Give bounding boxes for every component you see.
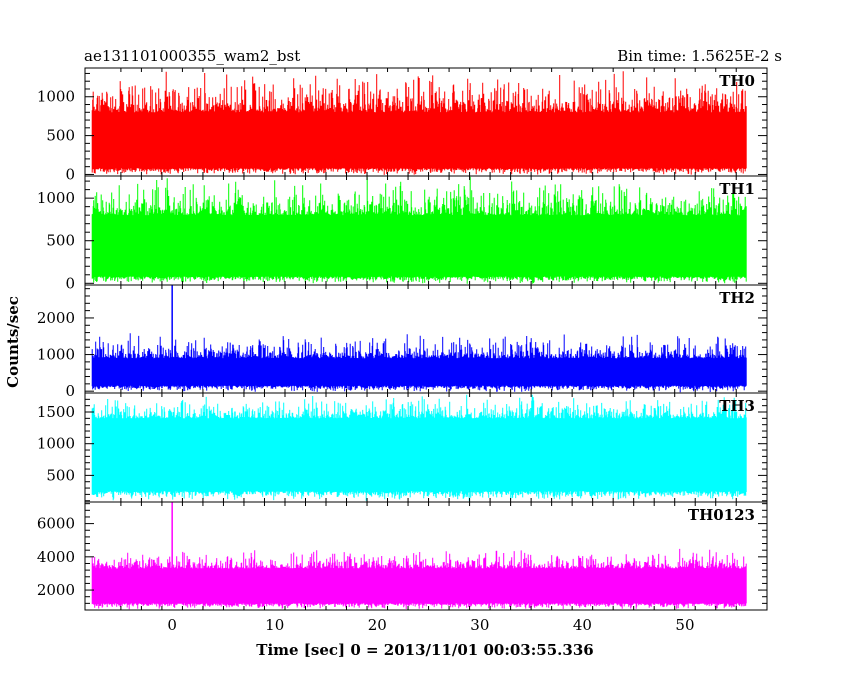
panels-group: TH005001000TH105001000TH2010002000TH3500… [37, 67, 768, 634]
y-tick-label: 500 [46, 127, 75, 145]
y-tick-label: 4000 [37, 548, 75, 566]
y-axis-label: Counts/sec [4, 296, 22, 388]
y-tick-label: 0 [65, 274, 75, 292]
panel-label-th3: TH3 [719, 397, 755, 415]
series-th3 [91, 394, 747, 501]
x-tick-label: 10 [265, 616, 284, 634]
panel-label-th0: TH0 [719, 72, 755, 90]
x-tick-label: 30 [470, 616, 489, 634]
bin-time-label: Bin time: 1.5625E-2 s [617, 47, 782, 65]
x-tick-label: 20 [368, 616, 387, 634]
panel-label-th0123: TH0123 [688, 506, 755, 524]
panel-label-th1: TH1 [719, 180, 755, 198]
x-tick-label: 40 [573, 616, 592, 634]
y-tick-label: 2000 [37, 581, 75, 599]
panel-label-th2: TH2 [719, 289, 755, 307]
x-tick-label: 0 [167, 616, 177, 634]
y-tick-label: 1000 [37, 189, 75, 207]
y-tick-label: 0 [65, 382, 75, 400]
y-tick-label: 500 [46, 232, 75, 250]
y-tick-label: 1000 [37, 346, 75, 364]
series-th0 [91, 71, 747, 175]
x-axis-label: Time [sec] 0 = 2013/11/01 00:03:55.336 [256, 641, 593, 659]
panel-th2: TH2 0 1000 2000 [37, 284, 768, 400]
y-tick-label: 2000 [37, 309, 75, 327]
panel-th3: TH3 500 1000 1500 [37, 392, 768, 503]
y-tick-label: 6000 [37, 515, 75, 533]
panel-th0: TH0 0 500 1000 [37, 67, 768, 183]
y-tick-label: 1000 [37, 88, 75, 106]
panel-frame [84, 501, 768, 611]
series-th2 [91, 333, 747, 393]
panel-th0123: TH0123 2000 4000 6000 [37, 501, 768, 611]
series-th1 [91, 176, 747, 284]
series-th0123 [91, 548, 747, 610]
panel-th1: TH1 0 500 1000 [37, 175, 768, 292]
x-tick-label: 50 [675, 616, 694, 634]
y-tick-label: 500 [46, 466, 75, 484]
y-tick-label: 1000 [37, 435, 75, 453]
y-tick-label: 0 [65, 165, 75, 183]
y-tick-label: 1500 [37, 403, 75, 421]
chart-title: ae131101000355_wam2_bst [84, 47, 300, 65]
